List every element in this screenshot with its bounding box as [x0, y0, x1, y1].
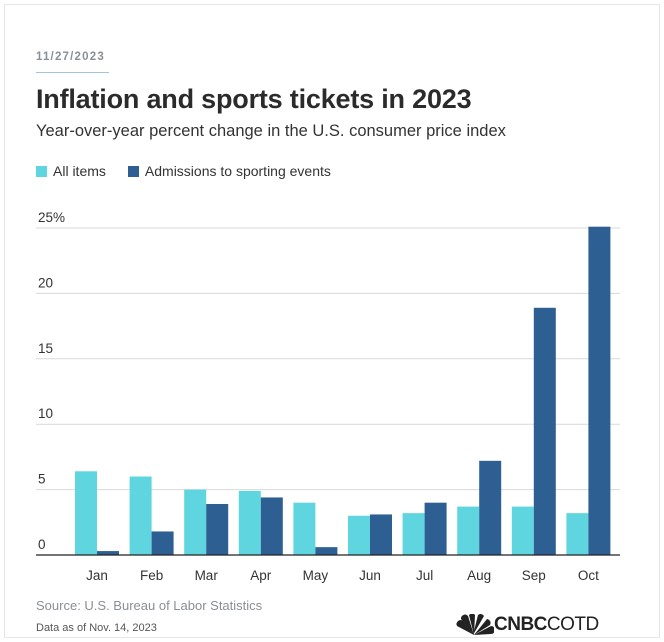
- y-tick-label: 0: [38, 537, 46, 552]
- bar-all-items: [511, 506, 534, 555]
- bar-all-items: [184, 489, 207, 555]
- x-tick-label: Jul: [416, 568, 433, 583]
- bar-chart: 0 5 10 15 20 25% Jan Feb Mar Apr May Jun Jul Aug Sep Oc…: [36, 210, 620, 583]
- legend-swatch-all-items: [36, 165, 47, 177]
- x-tick-label: Jan: [86, 568, 108, 583]
- x-tick-label: Oct: [578, 568, 599, 583]
- legend-item-all-items: All items: [36, 163, 106, 179]
- bar-all-items: [238, 490, 261, 555]
- bar-all-items: [402, 513, 425, 555]
- brand-wordmark: CNBCCOTD: [494, 614, 599, 636]
- data-as-of-note: Data as of Nov. 14, 2023: [36, 622, 157, 634]
- x-tick-label: Sep: [522, 568, 546, 583]
- chart-title: Inflation and sports tickets in 2023: [36, 84, 472, 114]
- bar-all-items: [348, 515, 370, 555]
- x-tick-label: Apr: [250, 568, 272, 583]
- bar-sporting-events: [424, 502, 447, 555]
- y-tick-label: 20: [38, 275, 53, 290]
- bar-sporting-events: [206, 503, 229, 555]
- date-underline: [36, 72, 109, 73]
- x-tick-label: Aug: [467, 568, 491, 583]
- bar-all-items: [293, 502, 316, 555]
- bar-sporting-events: [151, 531, 174, 555]
- y-tick-label: 10: [38, 406, 53, 421]
- x-tick-label: Jun: [359, 568, 381, 583]
- bar-all-items: [75, 471, 97, 555]
- bar-sporting-events: [370, 514, 392, 555]
- legend-label-sporting-events: Admissions to sporting events: [144, 163, 331, 179]
- x-tick-label: May: [303, 568, 329, 583]
- bar-all-items: [566, 513, 589, 555]
- y-tick-label: 15: [38, 341, 53, 356]
- legend-label-all-items: All items: [53, 163, 106, 179]
- x-tick-label: Mar: [195, 568, 219, 583]
- bar-sporting-events: [260, 497, 283, 555]
- publish-date: 11/27/2023: [36, 51, 105, 63]
- legend-item-sporting-events: Admissions to sporting events: [127, 163, 331, 179]
- y-tick-label: 25%: [38, 210, 65, 225]
- bar-all-items: [457, 506, 480, 555]
- peacock-icon: [456, 614, 494, 635]
- chart-legend: All items Admissions to sporting events: [36, 163, 353, 179]
- cnbc-cotd-logo: CNBCCOTD: [454, 614, 599, 636]
- bar-sporting-events: [533, 307, 556, 555]
- brand-wordmark-bold: CNBC: [494, 614, 547, 635]
- legend-swatch-sporting-events: [127, 165, 139, 177]
- x-tick-label: Feb: [140, 568, 163, 583]
- bar-sporting-events: [97, 551, 119, 555]
- bar-sporting-events: [315, 547, 338, 555]
- chart-subtitle: Year-over-year percent change in the U.S…: [36, 122, 506, 140]
- bar-sporting-events: [588, 226, 611, 555]
- brand-wordmark-light: COTD: [546, 614, 599, 635]
- y-tick-label: 5: [38, 472, 46, 487]
- source-note: Source: U.S. Bureau of Labor Statistics: [36, 598, 263, 613]
- bar-all-items: [129, 476, 152, 555]
- bar-sporting-events: [479, 460, 502, 555]
